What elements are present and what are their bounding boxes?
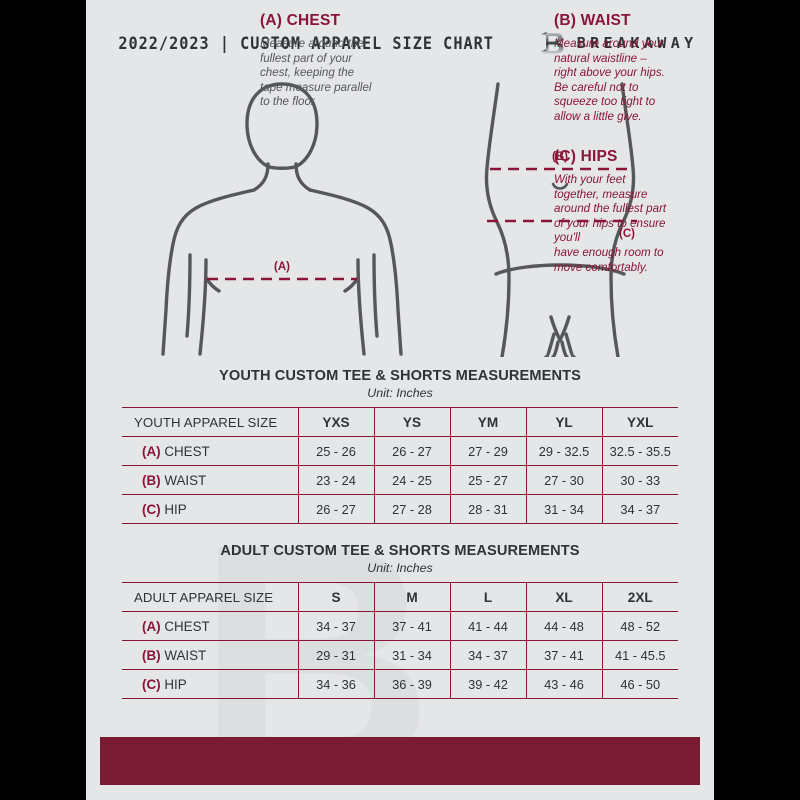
adult-waist-xl: 37 - 41 <box>525 640 602 670</box>
callout-chest-title: (A) CHEST <box>260 12 341 29</box>
youth-row-hip-label: (C) HIP <box>122 494 298 524</box>
adult-waist-l: 34 - 37 <box>449 640 526 670</box>
youth-hip-yxs: 26 - 27 <box>297 494 374 524</box>
table-header-row: ADULT APPAREL SIZE S M L XL 2XL <box>122 582 678 612</box>
brand-name: BREAKAWAY <box>576 34 698 52</box>
table-row: (B) WAIST 29 - 31 31 - 34 34 - 37 37 - 4… <box>122 640 678 670</box>
adult-hip-l: 39 - 42 <box>449 669 526 699</box>
youth-size-ys: YS <box>373 407 450 437</box>
youth-waist-ys: 24 - 25 <box>373 465 450 495</box>
table-header-row: YOUTH APPAREL SIZE YXS YS YM YL YXL <box>122 407 678 437</box>
adult-hip-s: 34 - 36 <box>297 669 374 699</box>
youth-waist-yxs: 23 - 24 <box>297 465 374 495</box>
youth-size-yl: YL <box>525 407 602 437</box>
youth-row-waist-name: WAIST <box>164 472 207 488</box>
callout-hips: (C) HIPS With your feet together, measur… <box>554 148 704 275</box>
youth-waist-ym: 25 - 27 <box>449 465 526 495</box>
size-chart-page: B 2022/2023 | CUSTOM APPAREL SIZE CHART <box>86 0 714 800</box>
youth-size-ym: YM <box>449 407 526 437</box>
youth-row-chest-name: CHEST <box>164 443 210 459</box>
youth-row-hip-name: HIP <box>164 501 187 517</box>
youth-hip-yxl: 34 - 37 <box>601 494 678 524</box>
adult-hip-m: 36 - 39 <box>373 669 450 699</box>
adult-table-unit: Unit: Inches <box>367 561 433 575</box>
adult-chest-xl: 44 - 48 <box>525 611 602 641</box>
adult-row-waist-name: WAIST <box>164 647 207 663</box>
adult-chest-s: 34 - 37 <box>297 611 374 641</box>
table-row: (A) CHEST 25 - 26 26 - 27 27 - 29 29 - 3… <box>122 436 678 466</box>
youth-waist-yxl: 30 - 33 <box>601 465 678 495</box>
youth-chest-ys: 26 - 27 <box>373 436 450 466</box>
adult-waist-m: 31 - 34 <box>373 640 450 670</box>
adult-size-l: L <box>449 582 526 612</box>
adult-table-title: ADULT CUSTOM TEE & SHORTS MEASUREMENTS <box>220 543 580 559</box>
adult-row-chest-name: CHEST <box>164 618 210 634</box>
adult-row-chest-label: (A) CHEST <box>122 611 298 641</box>
youth-row-waist-label: (B) WAIST <box>122 465 298 495</box>
adult-row-hip-name: HIP <box>164 676 187 692</box>
chest-measure-label: (A) <box>274 261 290 273</box>
breakaway-b-logo-icon <box>539 31 564 54</box>
footer-accent-bar <box>100 737 700 785</box>
page-title: 2022/2023 | CUSTOM APPAREL SIZE CHART <box>118 33 495 53</box>
youth-row-hip-tag: (C) <box>142 501 161 517</box>
adult-header-label: ADULT APPAREL SIZE <box>122 582 298 612</box>
youth-chest-ym: 27 - 29 <box>449 436 526 466</box>
adult-waist-s: 29 - 31 <box>297 640 374 670</box>
adult-chest-l: 41 - 44 <box>449 611 526 641</box>
waist-measure-label: (B) <box>552 151 568 163</box>
table-row: (B) WAIST 23 - 24 24 - 25 25 - 27 27 - 3… <box>122 465 678 495</box>
measurement-figures: (A) (B) <box>86 72 714 357</box>
youth-size-yxl: YXL <box>601 407 678 437</box>
adult-chest-2xl: 48 - 52 <box>601 611 678 641</box>
table-row: (A) CHEST 34 - 37 37 - 41 41 - 44 44 - 4… <box>122 611 678 641</box>
adult-row-hip-tag: (C) <box>142 676 161 692</box>
callout-waist-title: (B) WAIST <box>554 12 631 29</box>
youth-size-table: YOUTH APPAREL SIZE YXS YS YM YL YXL (A) … <box>122 407 678 524</box>
adult-hip-2xl: 46 - 50 <box>601 669 678 699</box>
youth-chest-yl: 29 - 32.5 <box>525 436 602 466</box>
youth-header-label: YOUTH APPAREL SIZE <box>122 407 298 437</box>
callout-hips-body: With your feet together, measure around … <box>554 173 667 274</box>
page-header: 2022/2023 | CUSTOM APPAREL SIZE CHART <box>86 26 714 60</box>
youth-row-waist-tag: (B) <box>142 472 161 488</box>
youth-table-unit: Unit: Inches <box>367 386 433 400</box>
adult-row-chest-tag: (A) <box>142 618 161 634</box>
adult-size-2xl: 2XL <box>601 582 678 612</box>
adult-size-s: S <box>297 582 374 612</box>
upper-body-figure <box>161 82 403 356</box>
table-row: (C) HIP 34 - 36 36 - 39 39 - 42 43 - 46 … <box>122 669 678 699</box>
callout-waist: (B) WAIST Measure around your natural wa… <box>554 12 700 125</box>
adult-row-waist-label: (B) WAIST <box>122 640 298 670</box>
hips-measure-label: (C) <box>619 228 635 240</box>
adult-hip-xl: 43 - 46 <box>525 669 602 699</box>
youth-size-yxs: YXS <box>297 407 374 437</box>
brand-lockup: BREAKAWAY <box>539 29 698 57</box>
youth-row-chest-tag: (A) <box>142 443 161 459</box>
adult-chest-m: 37 - 41 <box>373 611 450 641</box>
adult-size-m: M <box>373 582 450 612</box>
adult-size-table: ADULT APPAREL SIZE S M L XL 2XL (A) CHES… <box>122 582 678 699</box>
adult-row-hip-label: (C) HIP <box>122 669 298 699</box>
callout-waist-body: Measure around your natural waistline – … <box>554 37 665 123</box>
youth-hip-ym: 28 - 31 <box>449 494 526 524</box>
youth-chest-yxl: 32.5 - 35.5 <box>601 436 678 466</box>
adult-size-xl: XL <box>525 582 602 612</box>
adult-waist-2xl: 41 - 45.5 <box>601 640 678 670</box>
youth-waist-yl: 27 - 30 <box>525 465 602 495</box>
youth-chest-yxs: 25 - 26 <box>297 436 374 466</box>
youth-row-chest-label: (A) CHEST <box>122 436 298 466</box>
youth-hip-ys: 27 - 28 <box>373 494 450 524</box>
youth-measurements-section: YOUTH CUSTOM TEE & SHORTS MEASUREMENTS U… <box>122 368 678 524</box>
adult-row-waist-tag: (B) <box>142 647 161 663</box>
youth-table-title: YOUTH CUSTOM TEE & SHORTS MEASUREMENTS <box>219 368 581 384</box>
callout-hips-title: (C) HIPS <box>554 148 618 165</box>
callout-chest-body: Measure around the fullest part of your … <box>260 37 372 109</box>
adult-measurements-section: ADULT CUSTOM TEE & SHORTS MEASUREMENTS U… <box>122 543 678 699</box>
table-row: (C) HIP 26 - 27 27 - 28 28 - 31 31 - 34 … <box>122 494 678 524</box>
callout-chest: (A) CHEST Measure around the fullest par… <box>260 12 420 110</box>
youth-hip-yl: 31 - 34 <box>525 494 602 524</box>
